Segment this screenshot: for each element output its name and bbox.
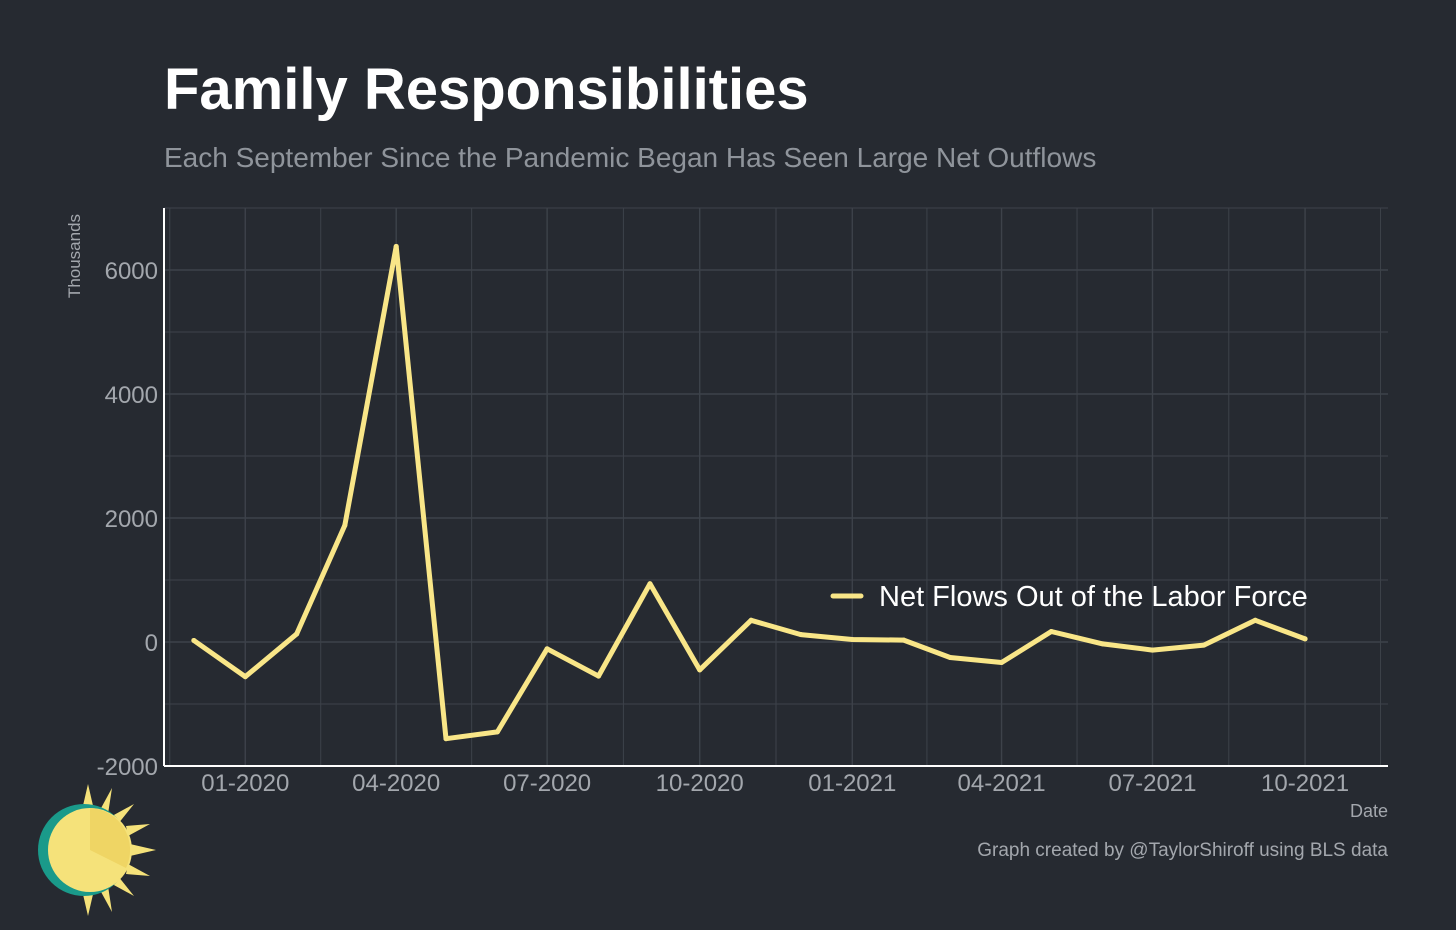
data-point [393,243,399,249]
data-point [1048,628,1054,634]
data-point [999,659,1005,665]
data-point [1100,641,1106,647]
y-tick-label: 4000 [105,382,158,409]
x-tick-label: 10-2021 [1261,770,1349,797]
x-tick-label: 04-2021 [958,770,1046,797]
chart-subtitle: Each September Since the Pandemic Began … [164,142,1097,173]
sun-rays [82,784,156,916]
series-line-net-flows [191,243,1308,742]
y-axis-title: Thousands [65,214,84,298]
data-point [947,655,953,660]
y-tick-label: 6000 [105,258,158,285]
x-tick-label: 01-2021 [808,770,896,797]
sun-logo-icon [38,784,156,916]
x-tick-label: 10-2020 [656,770,744,797]
data-point [748,617,754,623]
data-point [798,632,804,638]
data-point [1201,642,1207,648]
data-point [294,631,300,637]
data-point [544,646,550,652]
data-point [697,667,703,673]
y-tick-label: -2000 [97,754,158,781]
data-point [849,637,855,643]
data-point [1302,636,1308,642]
data-point [342,522,348,528]
chart-caption: Graph created by @TaylorShiroff using BL… [977,840,1388,861]
y-tick-label: 2000 [105,506,158,533]
x-tick-label: 07-2021 [1108,770,1196,797]
chart-title: Family Responsibilities [164,57,809,122]
data-point [647,581,653,587]
y-tick-label: 0 [145,630,158,657]
x-axis-title: Date [1350,801,1388,821]
data-point [596,673,602,679]
data-point [242,674,248,680]
data-point [1149,647,1155,653]
legend-label: Net Flows Out of the Labor Force [879,581,1308,613]
data-point [901,637,907,643]
x-tick-label: 07-2020 [503,770,591,797]
x-tick-label: 01-2020 [201,770,289,797]
data-point [443,736,449,742]
data-point [191,637,197,643]
data-point [494,729,500,735]
x-tick-label: 04-2020 [352,770,440,797]
data-point [1252,617,1258,623]
